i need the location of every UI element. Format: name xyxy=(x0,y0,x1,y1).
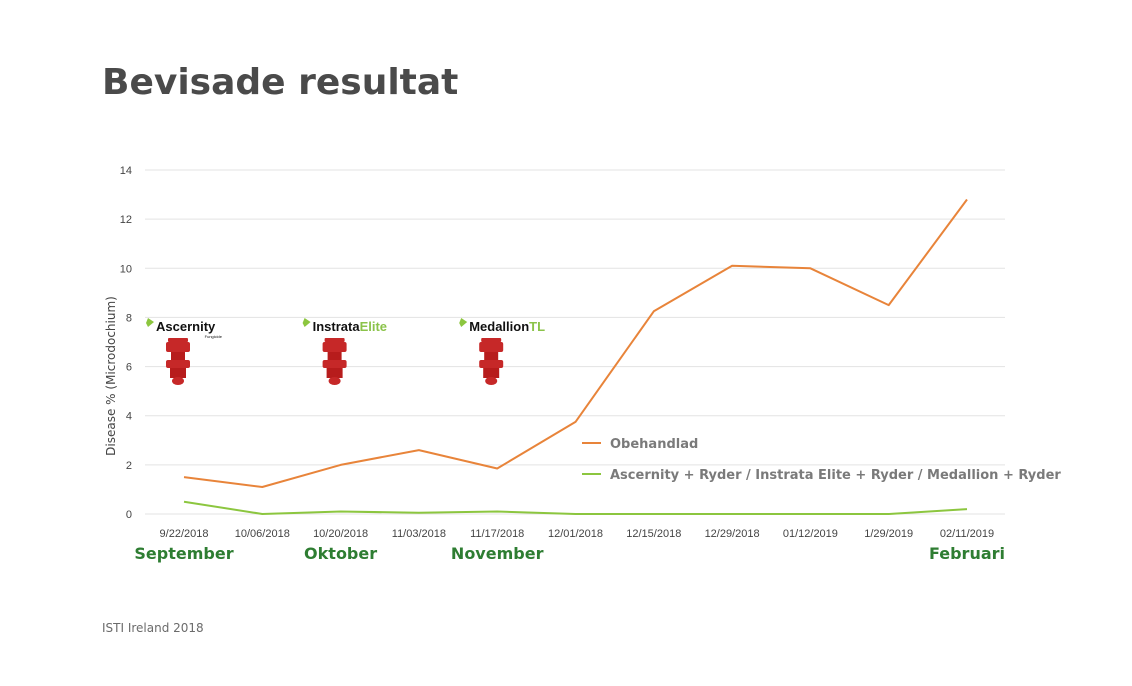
leaf-logo-icon xyxy=(302,318,311,327)
series-lines xyxy=(183,198,968,515)
y-axis-ticks: 0 2 4 6 8 10 12 14 xyxy=(120,165,132,521)
y-tick-label: 2 xyxy=(126,460,132,472)
y-axis-label: Disease % (Microdochium) xyxy=(104,296,118,456)
legend-entry: Ascernity + Ryder / Instrata Elite + Ryd… xyxy=(610,468,1061,483)
product-subtitle: Fungicide xyxy=(205,334,223,339)
nozzle-part xyxy=(479,360,504,368)
leaf-logo-icon xyxy=(459,318,468,327)
legend-entry: Obehandlad xyxy=(610,437,698,452)
x-tick-label: 1/29/2019 xyxy=(864,528,913,540)
page-title: Bevisade resultat xyxy=(102,62,459,103)
nozzle-part xyxy=(172,377,184,385)
nozzle-part xyxy=(166,342,190,352)
month-label: Februari xyxy=(929,544,1005,563)
nozzle-part xyxy=(479,342,504,352)
month-label: November xyxy=(451,544,544,563)
nozzle-part xyxy=(485,377,498,385)
y-tick-label: 12 xyxy=(120,214,132,226)
x-tick-label: 12/29/2018 xyxy=(705,528,760,540)
month-label: Oktober xyxy=(304,544,377,563)
x-tick-label: 02/11/2019 xyxy=(940,528,994,540)
x-axis-ticks: 9/22/2018 10/06/2018 10/20/2018 11/03/2018 1… xyxy=(160,528,995,540)
nozzle-part xyxy=(484,352,499,360)
y-tick-label: 8 xyxy=(126,312,132,324)
product-marker: InstrataElite xyxy=(302,318,387,385)
y-tick-label: 10 xyxy=(120,263,132,275)
series-line-untreated xyxy=(183,198,968,488)
x-tick-label: 12/01/2018 xyxy=(548,528,603,540)
series-line-treated xyxy=(183,500,968,515)
y-tick-label: 4 xyxy=(126,411,132,423)
nozzle-part xyxy=(328,377,341,385)
spray-nozzle-icon xyxy=(479,338,504,385)
nozzle-part xyxy=(324,338,345,342)
nozzle-part xyxy=(322,360,347,368)
y-tick-label: 14 xyxy=(120,165,132,177)
spray-nozzle-icon xyxy=(166,338,190,385)
month-label: September xyxy=(134,544,233,563)
product-name: MedallionTL xyxy=(469,319,545,334)
product-name: InstrataElite xyxy=(313,319,387,334)
x-tick-label: 12/15/2018 xyxy=(626,528,681,540)
nozzle-part xyxy=(168,338,188,342)
x-tick-label: 9/22/2018 xyxy=(160,528,209,540)
spray-nozzle-icon xyxy=(322,338,347,385)
nozzle-part xyxy=(170,368,186,378)
y-tick-label: 6 xyxy=(126,362,132,374)
gridlines xyxy=(145,169,1005,515)
x-tick-label: 11/17/2018 xyxy=(470,528,524,540)
nozzle-part xyxy=(327,352,342,360)
product-name: Ascernity xyxy=(156,319,216,334)
nozzle-part xyxy=(171,352,185,360)
x-tick-label: 10/06/2018 xyxy=(235,528,290,540)
nozzle-part xyxy=(481,338,502,342)
nozzle-part xyxy=(322,342,347,352)
x-tick-label: 01/12/2019 xyxy=(783,528,838,540)
leaf-logo-icon xyxy=(146,318,154,327)
x-tick-label: 11/03/2018 xyxy=(392,528,446,540)
y-tick-label: 0 xyxy=(126,509,132,521)
x-tick-label: 10/20/2018 xyxy=(313,528,368,540)
product-marker: MedallionTL xyxy=(459,318,545,385)
nozzle-part xyxy=(483,368,500,378)
month-labels: September Oktober November Februari xyxy=(134,544,1005,563)
source-note: ISTI Ireland 2018 xyxy=(102,621,204,635)
nozzle-part xyxy=(166,360,190,368)
nozzle-part xyxy=(326,368,343,378)
legend: Obehandlad Ascernity + Ryder / Instrata E… xyxy=(582,437,1061,483)
